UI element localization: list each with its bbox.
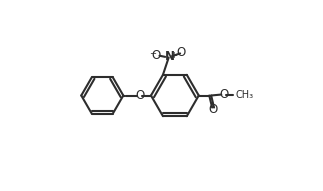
Text: +: + <box>170 51 177 60</box>
Text: O: O <box>135 89 144 102</box>
Text: O: O <box>176 46 186 59</box>
Text: CH₃: CH₃ <box>235 90 253 100</box>
Text: O: O <box>151 49 161 62</box>
Text: O: O <box>219 88 228 101</box>
Text: −: − <box>150 49 157 58</box>
Text: N: N <box>165 50 175 63</box>
Text: O: O <box>208 103 218 116</box>
